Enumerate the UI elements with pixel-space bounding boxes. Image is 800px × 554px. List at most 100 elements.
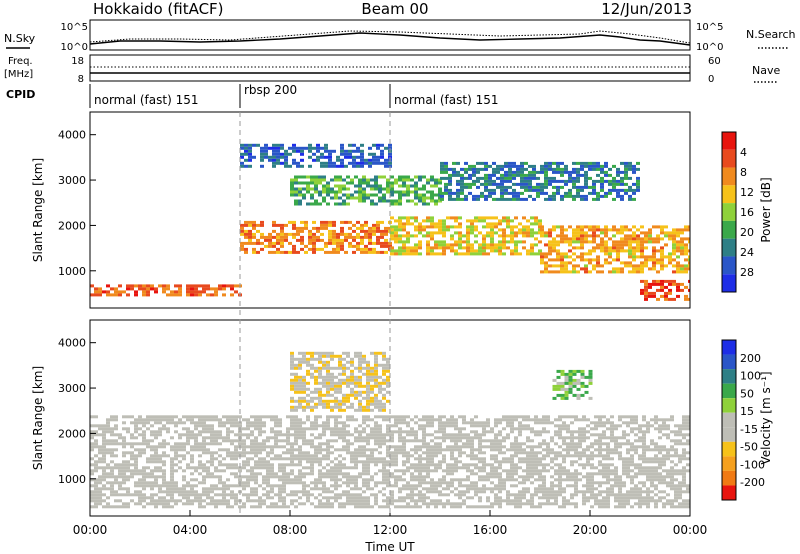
power-cell [430, 222, 434, 226]
velocity-cell [110, 493, 114, 497]
velocity-cell [138, 454, 142, 458]
velocity-cell [130, 463, 134, 467]
velocity-cell [494, 499, 498, 503]
velocity-cell [584, 375, 589, 379]
velocity-cell [342, 466, 346, 470]
velocity-cell [314, 436, 318, 440]
power-cell [474, 216, 478, 220]
power-cell [280, 226, 284, 230]
power-cell [320, 164, 324, 168]
velocity-cell [262, 448, 266, 452]
velocity-cell [438, 418, 442, 422]
velocity-cell [454, 427, 458, 431]
power-cell [520, 182, 524, 186]
velocity-cell [582, 484, 586, 488]
velocity-cell [114, 478, 118, 482]
velocity-cell [366, 433, 370, 437]
velocity-cell [618, 445, 622, 449]
velocity-cell [234, 475, 238, 479]
velocity-cell [426, 415, 430, 419]
power-cell [464, 185, 468, 189]
power-cell [494, 249, 498, 253]
power-cell [312, 238, 316, 242]
velocity-cell [410, 433, 414, 437]
velocity-cell [642, 472, 646, 476]
power-cell [684, 258, 688, 262]
velocity-cell [450, 472, 454, 476]
power-cell [376, 146, 380, 150]
velocity-cell [158, 475, 162, 479]
power-cell [544, 191, 548, 195]
velocity-cell [294, 442, 298, 446]
velocity-cell [526, 490, 530, 494]
velocity-cell [422, 487, 426, 491]
power-cell [600, 182, 604, 186]
velocity-cell [358, 439, 362, 443]
power-cell [522, 240, 526, 244]
power-cell [664, 294, 668, 298]
velocity-cell [634, 448, 638, 452]
velocity-cell [378, 460, 382, 464]
power-cell [280, 241, 284, 245]
velocity-cell [322, 484, 326, 488]
velocity-cell [554, 499, 558, 503]
velocity-cell [614, 466, 618, 470]
velocity-cell [242, 475, 246, 479]
velocity-cell [654, 460, 658, 464]
power-cell [530, 246, 534, 250]
velocity-cell [682, 448, 686, 452]
power-cell [652, 225, 656, 229]
power-cell [628, 237, 632, 241]
velocity-cell [446, 493, 450, 497]
velocity-cell [574, 490, 578, 494]
velocity-cell [478, 436, 482, 440]
velocity-cell [250, 457, 254, 461]
velocity-cell [298, 496, 302, 500]
power-cell [452, 170, 456, 174]
velocity-cell [434, 451, 438, 455]
power-cell [514, 234, 518, 238]
velocity-cell [670, 478, 674, 482]
power-cell [522, 246, 526, 250]
velocity-cell [98, 481, 102, 485]
power-cell [290, 193, 294, 197]
power-cell [380, 149, 384, 153]
velocity-cell [298, 433, 302, 437]
velocity-cell [262, 430, 266, 434]
velocity-cell [518, 421, 522, 425]
velocity-cell [450, 415, 454, 419]
velocity-cell [610, 457, 614, 461]
power-cell [640, 231, 644, 235]
velocity-cell [414, 505, 418, 509]
power-cell [214, 293, 218, 297]
velocity-cell [130, 433, 134, 437]
power-cell [288, 164, 292, 168]
velocity-cell [94, 478, 98, 482]
velocity-cell [170, 448, 174, 452]
power-cell [430, 199, 434, 203]
velocity-cell [270, 430, 274, 434]
velocity-cell [558, 466, 562, 470]
power-cell [384, 238, 388, 242]
velocity-cell [494, 439, 498, 443]
velocity-cell [534, 430, 538, 434]
velocity-cell [646, 448, 650, 452]
velocity-cell [518, 475, 522, 479]
power-cell [544, 164, 548, 168]
power-cell [490, 240, 494, 244]
power-cell [234, 284, 238, 288]
velocity-cell [646, 493, 650, 497]
power-cell [370, 178, 374, 182]
power-cell [494, 216, 498, 220]
velocity-cell [150, 469, 154, 473]
velocity-cell [138, 490, 142, 494]
velocity-cell [114, 505, 118, 509]
velocity-cell [506, 448, 510, 452]
power-cell [440, 194, 444, 198]
power-cell [660, 228, 664, 232]
velocity-cell [598, 424, 602, 428]
velocity-cell [322, 475, 326, 479]
velocity-cell [482, 433, 486, 437]
velocity-cell [564, 378, 569, 382]
velocity-cell [154, 436, 158, 440]
